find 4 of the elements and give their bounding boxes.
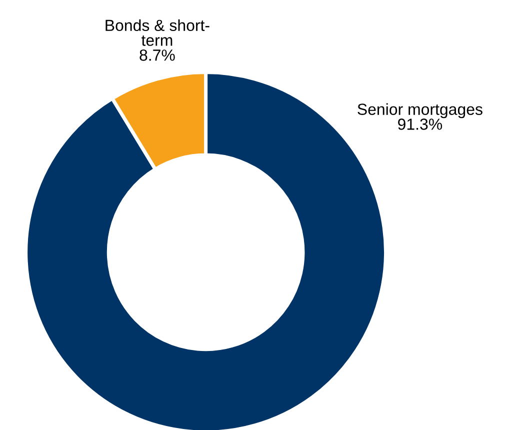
slice-label: Senior mortgages bbox=[358, 103, 482, 118]
slice-label: Bonds & short-term bbox=[106, 19, 210, 46]
data-label: 91.3% bbox=[398, 118, 442, 130]
data-label: 8.7% bbox=[140, 50, 175, 61]
